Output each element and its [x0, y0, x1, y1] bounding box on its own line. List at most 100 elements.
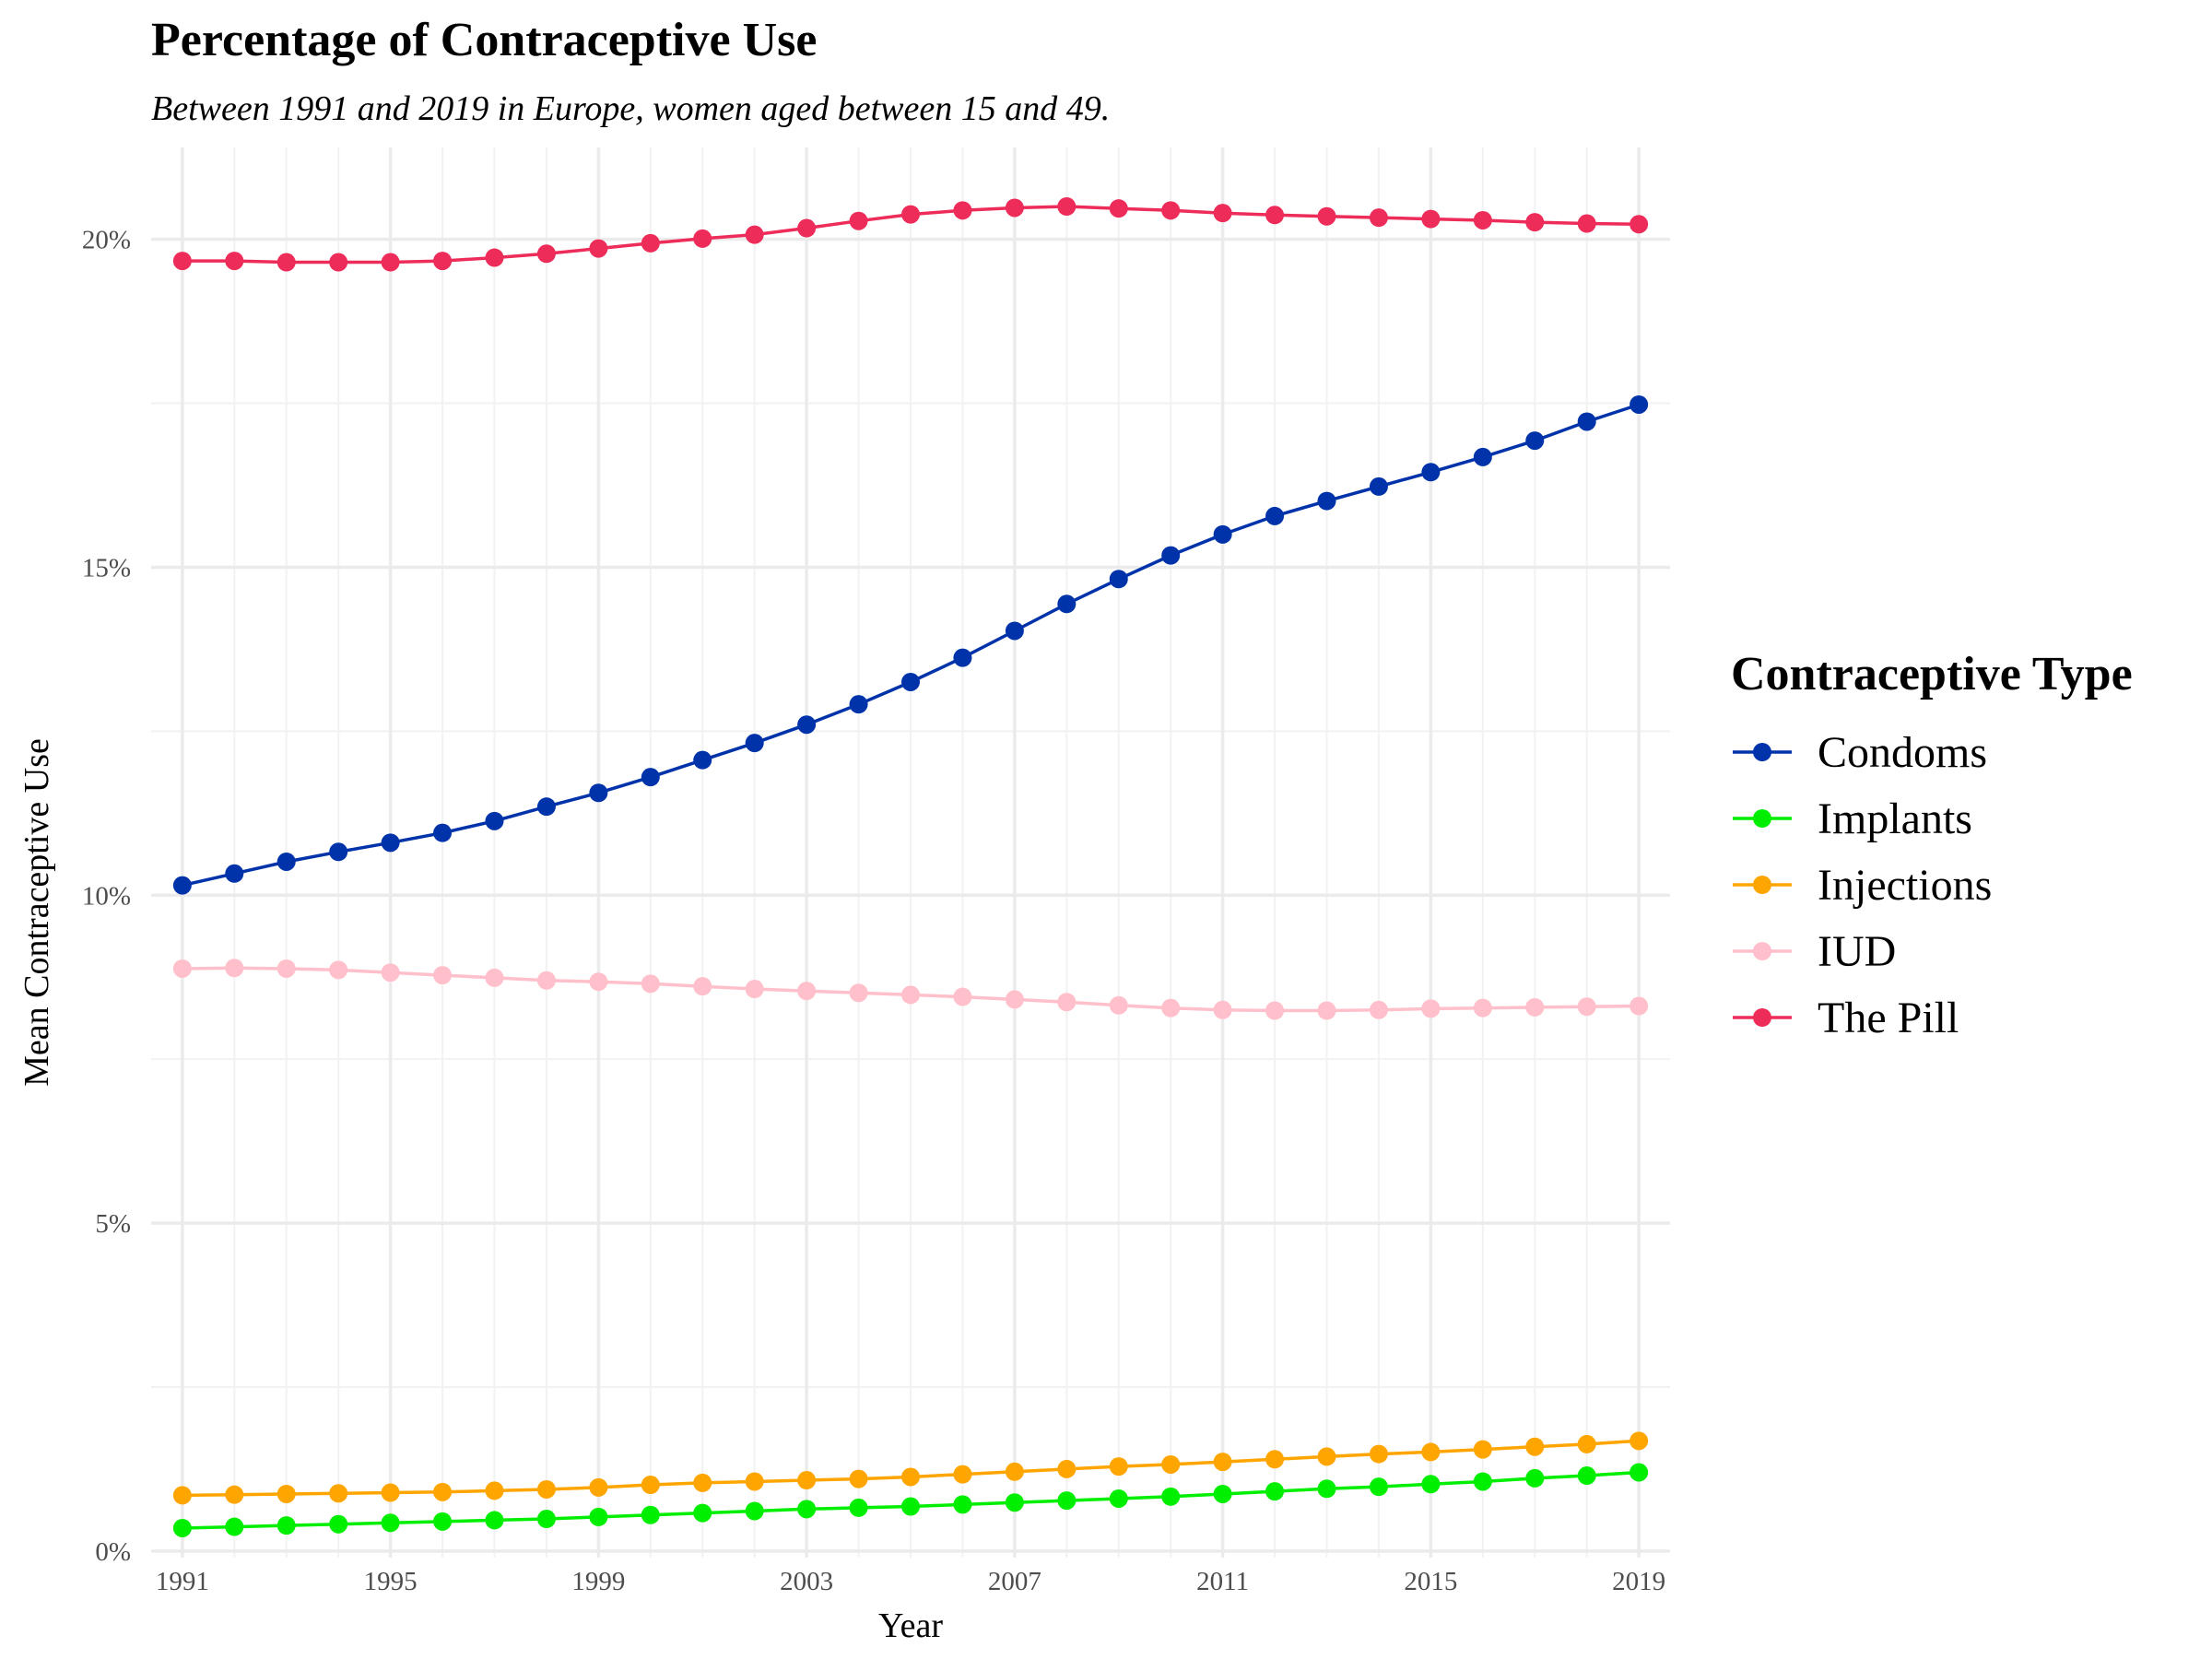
- implants-point: [1265, 1482, 1285, 1501]
- iud-point: [433, 966, 453, 985]
- series-injections: [172, 1431, 1649, 1505]
- injections-point: [745, 1472, 764, 1491]
- x-tick-label: 1999: [571, 1567, 625, 1596]
- injections-point: [329, 1484, 348, 1503]
- axis-ticks: 1991 1995 1999 2003 2007 2011 2015 2019 0% 5% 10% 1…: [82, 226, 1665, 1596]
- series-iud: [172, 959, 1649, 1020]
- iud-point: [901, 985, 920, 1005]
- iud-point: [536, 971, 556, 990]
- injections-point: [1213, 1453, 1232, 1472]
- iud-point: [1577, 997, 1596, 1017]
- iud-point: [1213, 1000, 1232, 1019]
- implants-point: [1577, 1466, 1596, 1486]
- legend: Condoms Implants Injections IUD The Pill: [1733, 728, 1992, 1042]
- injections-point: [433, 1482, 453, 1501]
- injections-point: [589, 1477, 608, 1497]
- implants-point: [1525, 1468, 1545, 1488]
- condoms-point: [1109, 570, 1128, 589]
- legend-label: Condoms: [1818, 728, 1987, 777]
- injections-point: [485, 1481, 504, 1500]
- chart-subtitle: Between 1991 and 2019 in Europe, women a…: [151, 89, 1110, 128]
- the-pill-point: [172, 252, 192, 271]
- the-pill-point: [1161, 201, 1181, 220]
- condoms-point: [1630, 394, 1649, 414]
- the-pill-point: [1630, 215, 1649, 234]
- legend-item-injections: Injections: [1733, 861, 1992, 910]
- condoms-point: [1265, 506, 1285, 525]
- the-pill-point: [641, 233, 660, 253]
- condoms-point: [745, 734, 764, 753]
- condoms-point: [1473, 447, 1492, 466]
- the-pill-point: [225, 252, 244, 271]
- the-pill-point: [1109, 199, 1128, 218]
- iud-point: [1265, 1001, 1285, 1020]
- injections-point: [901, 1467, 920, 1487]
- iud-point: [693, 977, 712, 996]
- x-tick-label: 1991: [156, 1567, 209, 1596]
- y-axis-title: Mean Contraceptive Use: [18, 738, 56, 1087]
- the-pill-point: [693, 229, 712, 248]
- implants-point: [381, 1513, 400, 1533]
- injections-point: [1109, 1457, 1128, 1477]
- condoms-point: [953, 648, 972, 667]
- the-pill-point: [536, 244, 556, 264]
- the-pill-point: [1265, 206, 1285, 225]
- the-pill-point: [849, 211, 868, 230]
- condoms-point: [1421, 463, 1441, 482]
- legend-key-point: [1753, 876, 1771, 894]
- iud-point: [1005, 990, 1024, 1009]
- iud-point: [1369, 1000, 1388, 1019]
- iud-point: [589, 972, 608, 992]
- x-tick-label: 2003: [780, 1567, 833, 1596]
- injections-point: [276, 1484, 296, 1503]
- injections-point: [1630, 1431, 1649, 1451]
- series-condoms: [172, 394, 1649, 895]
- the-pill-point: [589, 239, 608, 258]
- the-pill-point: [276, 253, 296, 272]
- legend-label: Injections: [1818, 861, 1992, 910]
- injections-point: [1057, 1459, 1077, 1478]
- implants-point: [1109, 1488, 1128, 1508]
- legend-label: IUD: [1818, 927, 1896, 976]
- iud-point: [1421, 999, 1441, 1018]
- implants-point: [172, 1518, 192, 1537]
- implants-point: [225, 1517, 244, 1536]
- iud-point: [276, 959, 296, 978]
- condoms-point: [1161, 546, 1181, 565]
- implants-point: [693, 1503, 712, 1523]
- injections-point: [849, 1469, 868, 1488]
- condoms-point: [225, 864, 244, 883]
- y-tick-label: 15%: [82, 553, 131, 582]
- legend-key-point: [1753, 743, 1771, 761]
- the-pill-point: [745, 225, 764, 244]
- injections-point: [172, 1486, 192, 1505]
- the-pill-point: [1473, 210, 1492, 229]
- legend-key-point: [1753, 942, 1771, 960]
- condoms-point: [536, 797, 556, 817]
- implants-point: [901, 1497, 920, 1516]
- the-pill-point: [1005, 198, 1024, 218]
- implants-point: [485, 1511, 504, 1530]
- the-pill-point: [485, 248, 504, 267]
- legend-title: Contraceptive Type: [1731, 648, 2133, 700]
- condoms-point: [1317, 491, 1336, 511]
- the-pill-point: [1213, 204, 1232, 223]
- condoms-point: [1005, 621, 1024, 641]
- implants-point: [797, 1500, 817, 1519]
- injections-point: [1577, 1434, 1596, 1453]
- the-pill-point: [381, 253, 400, 272]
- gridlines: [151, 147, 1670, 1558]
- legend-item-condoms: Condoms: [1733, 728, 1987, 777]
- injections-point: [693, 1473, 712, 1492]
- series-implants: [172, 1463, 1649, 1537]
- chart-title: Percentage of Contraceptive Use: [151, 14, 817, 66]
- injections-point: [1265, 1450, 1285, 1469]
- y-tick-label: 5%: [95, 1209, 131, 1239]
- injections-point: [381, 1483, 400, 1502]
- implants-point: [953, 1495, 972, 1514]
- x-tick-label: 2015: [1404, 1567, 1457, 1596]
- condoms-point: [1369, 477, 1388, 496]
- legend-key-point: [1753, 809, 1771, 828]
- injections-point: [1473, 1440, 1492, 1459]
- injections-point: [797, 1471, 817, 1490]
